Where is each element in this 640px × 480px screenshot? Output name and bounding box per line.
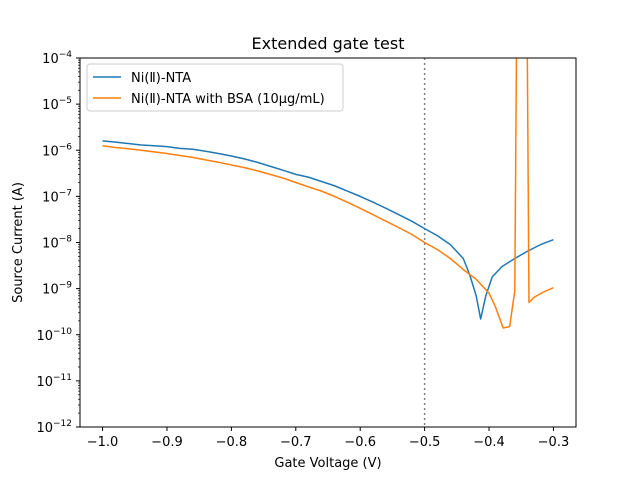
x-tick-label: −0.8 (216, 435, 248, 450)
x-tick-label: −1.0 (87, 435, 119, 450)
legend-label-0: Ni(Ⅱ)-NTA (131, 71, 191, 86)
series-line-0 (102, 140, 554, 320)
legend: Ni(Ⅱ)-NTA Ni(Ⅱ)-NTA with BSA (10µg/mL) (86, 63, 344, 112)
y-axis-label: Source Current (A) (11, 182, 26, 303)
x-tick-label: −0.4 (473, 435, 505, 450)
x-tick-label: −0.6 (344, 435, 376, 450)
x-tick-label: −0.3 (538, 435, 570, 450)
y-tick-label: 10−9 (42, 281, 72, 298)
x-tick-label: −0.9 (151, 435, 183, 450)
y-tick-label: 10−8 (42, 235, 72, 252)
x-axis-label: Gate Voltage (V) (274, 456, 381, 471)
y-axis: 10−12 10−11 10−10 10−9 10−8 10−7 10−6 10−5 10−4 (36, 50, 80, 436)
y-tick-label: 10−12 (36, 419, 72, 436)
y-tick-label: 10−7 (42, 188, 72, 205)
chart-title: Extended gate test (252, 34, 405, 53)
legend-box (86, 63, 344, 112)
y-tick-label: 10−4 (42, 50, 72, 67)
x-tick-label: −0.7 (280, 435, 312, 450)
y-tick-label: 10−11 (36, 373, 72, 390)
series-layer (102, 58, 554, 329)
y-tick-label: 10−6 (42, 142, 72, 159)
y-tick-label: 10−5 (42, 96, 72, 113)
legend-label-1: Ni(Ⅱ)-NTA with BSA (10µg/mL) (131, 92, 325, 107)
x-axis: −1.0 −0.9 −0.8 −0.7 −0.6 −0.5 −0.4 −0.3 (87, 427, 569, 450)
x-tick-label: −0.5 (409, 435, 441, 450)
y-tick-label: 10−10 (36, 327, 72, 344)
series-line-1 (102, 58, 554, 329)
